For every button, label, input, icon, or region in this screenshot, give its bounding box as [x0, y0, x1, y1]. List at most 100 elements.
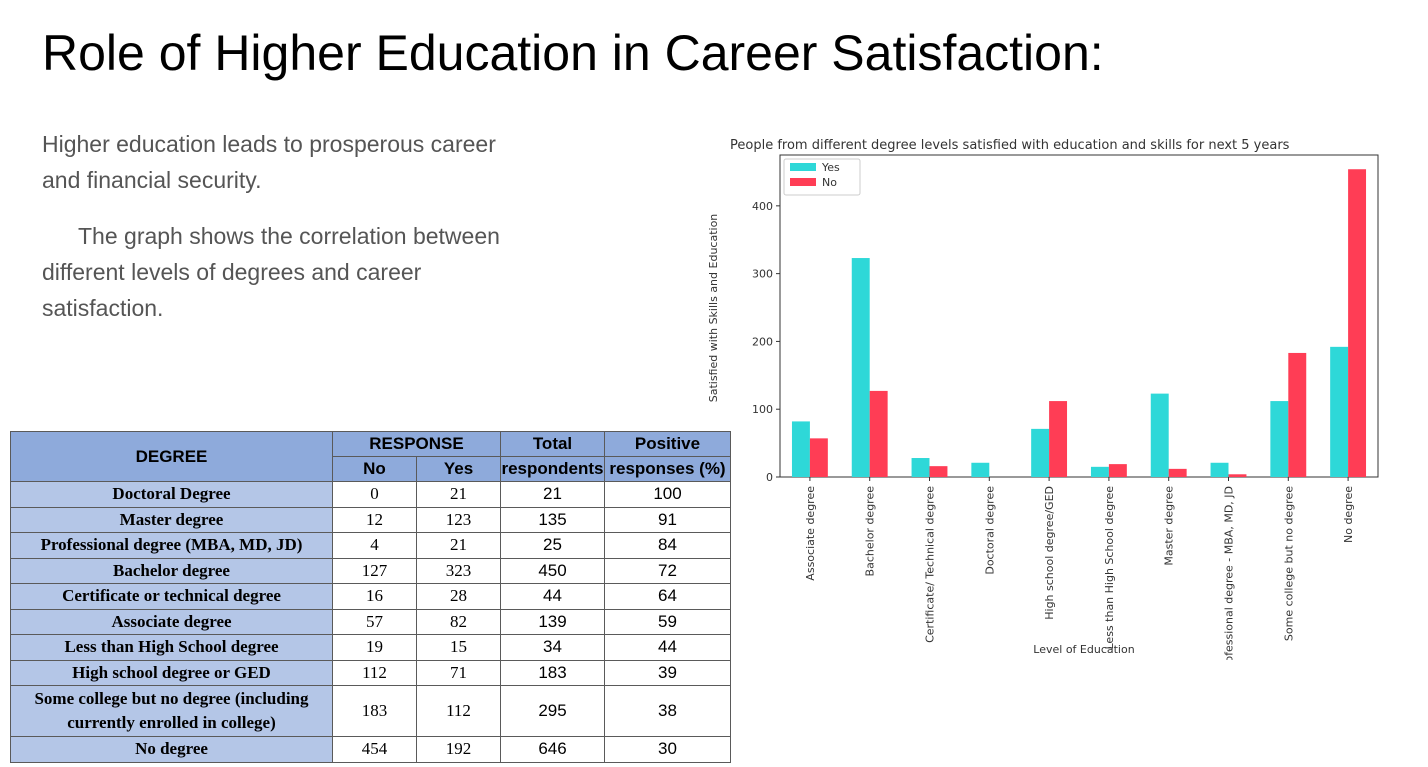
positive-cell: 84 — [604, 532, 731, 559]
header-positive: Positive — [604, 431, 731, 457]
intro-text: Higher education leads to prosperous car… — [42, 126, 502, 326]
bar-no — [1049, 401, 1068, 477]
x-tick-label: Associate degree — [804, 486, 817, 581]
total-cell: 25 — [500, 532, 605, 559]
y-tick-label: 400 — [752, 200, 773, 213]
table-row: Bachelor degree 127 323 450 72 — [10, 557, 731, 584]
total-cell: 139 — [500, 608, 605, 635]
x-tick-label: No degree — [1342, 486, 1355, 543]
positive-cell: 38 — [604, 685, 731, 737]
x-tick-label: Professional degree - MBA, MD, JD — [1223, 486, 1236, 660]
yes-cell: 112 — [416, 685, 501, 737]
yes-cell: 15 — [416, 634, 501, 661]
no-cell: 127 — [332, 557, 417, 584]
bar-no — [1288, 352, 1307, 477]
positive-cell: 100 — [604, 481, 731, 508]
positive-cell: 72 — [604, 557, 731, 584]
degree-cell: Some college but no degree (including cu… — [10, 685, 333, 737]
x-axis-label: Level of Education — [1033, 643, 1134, 656]
total-cell: 646 — [500, 736, 605, 763]
bar-no — [1348, 169, 1367, 478]
bar-yes — [851, 258, 870, 477]
table-row: Associate degree 57 82 139 59 — [10, 608, 731, 635]
total-cell: 295 — [500, 685, 605, 737]
degree-cell: High school degree or GED — [10, 659, 333, 686]
no-cell: 0 — [332, 481, 417, 508]
bar-no — [1108, 464, 1127, 477]
x-tick-label: Less than High School degree — [1103, 486, 1116, 650]
header-response: RESPONSE — [332, 431, 501, 457]
total-cell: 21 — [500, 481, 605, 508]
yes-cell: 192 — [416, 736, 501, 763]
degree-response-table: DEGREE RESPONSE Total Positive No Yes re… — [10, 431, 731, 763]
bar-yes — [1090, 466, 1109, 477]
table-row: Professional degree (MBA, MD, JD) 4 21 25 84 — [10, 532, 731, 559]
header-no: No — [332, 456, 417, 482]
header-total-sub: respondents — [500, 456, 605, 482]
yes-cell: 28 — [416, 583, 501, 610]
table-row: Some college but no degree (including cu… — [10, 685, 731, 737]
degree-cell: Associate degree — [10, 608, 333, 635]
no-cell: 112 — [332, 659, 417, 686]
degree-cell: No degree — [10, 736, 333, 763]
y-axis-label: Satisfied with Skills and Education — [707, 214, 720, 403]
positive-cell: 91 — [604, 506, 731, 533]
yes-cell: 323 — [416, 557, 501, 584]
x-tick-label: Bachelor degree — [864, 486, 877, 577]
degree-cell: Professional degree (MBA, MD, JD) — [10, 532, 333, 559]
yes-cell: 21 — [416, 481, 501, 508]
bar-yes — [971, 462, 990, 477]
no-cell: 19 — [332, 634, 417, 661]
positive-cell: 59 — [604, 608, 731, 635]
no-cell: 16 — [332, 583, 417, 610]
positive-cell: 39 — [604, 659, 731, 686]
bar-yes — [1330, 346, 1349, 477]
x-tick-label: Some college but no degree — [1282, 486, 1295, 641]
bar-yes — [1031, 428, 1050, 477]
degree-cell: Certificate or technical degree — [10, 583, 333, 610]
x-tick-label: Certificate/ Technical degree — [924, 486, 937, 643]
y-tick-label: 300 — [752, 268, 773, 281]
yes-cell: 21 — [416, 532, 501, 559]
table-row: Master degree 12 123 135 91 — [10, 506, 731, 533]
x-tick-label: High school degree/GED — [1043, 486, 1056, 620]
total-cell: 44 — [500, 583, 605, 610]
intro-paragraph-1: Higher education leads to prosperous car… — [42, 131, 496, 193]
header-yes: Yes — [416, 456, 501, 482]
bar-no — [1228, 474, 1247, 477]
bar-no — [869, 390, 888, 477]
header-degree: DEGREE — [10, 431, 333, 482]
plot-frame — [779, 154, 1379, 478]
total-cell: 135 — [500, 506, 605, 533]
bar-yes — [791, 421, 810, 477]
legend-swatch-yes — [790, 163, 816, 171]
bar-no — [929, 466, 948, 477]
bar-no — [809, 438, 828, 477]
table-row: Doctoral Degree 0 21 21 100 — [10, 481, 731, 508]
total-cell: 450 — [500, 557, 605, 584]
header-total: Total — [500, 431, 605, 457]
bar-yes — [911, 458, 930, 477]
degree-cell: Master degree — [10, 506, 333, 533]
no-cell: 454 — [332, 736, 417, 763]
degree-cell: Doctoral Degree — [10, 481, 333, 508]
yes-cell: 123 — [416, 506, 501, 533]
bar-chart: People from different degree levels sati… — [707, 138, 1379, 660]
header-positive-sub: responses (%) — [604, 456, 731, 482]
legend-label-yes: Yes — [821, 161, 840, 174]
intro-paragraph-2: The graph shows the correlation between … — [42, 223, 500, 321]
legend-swatch-no — [790, 178, 816, 186]
no-cell: 183 — [332, 685, 417, 737]
slide-title: Role of Higher Education in Career Satis… — [42, 25, 1104, 81]
no-cell: 57 — [332, 608, 417, 635]
x-tick-label: Master degree — [1163, 486, 1176, 566]
bar-yes — [1270, 401, 1289, 477]
table-row: No degree 454 192 646 30 — [10, 736, 731, 763]
bar-yes — [1150, 393, 1169, 477]
no-cell: 4 — [332, 532, 417, 559]
chart-title: People from different degree levels sati… — [730, 138, 1290, 153]
y-tick-label: 200 — [752, 335, 773, 348]
legend-label-no: No — [822, 176, 837, 189]
table-row: Less than High School degree 19 15 34 44 — [10, 634, 731, 661]
bar-yes — [1210, 462, 1229, 477]
